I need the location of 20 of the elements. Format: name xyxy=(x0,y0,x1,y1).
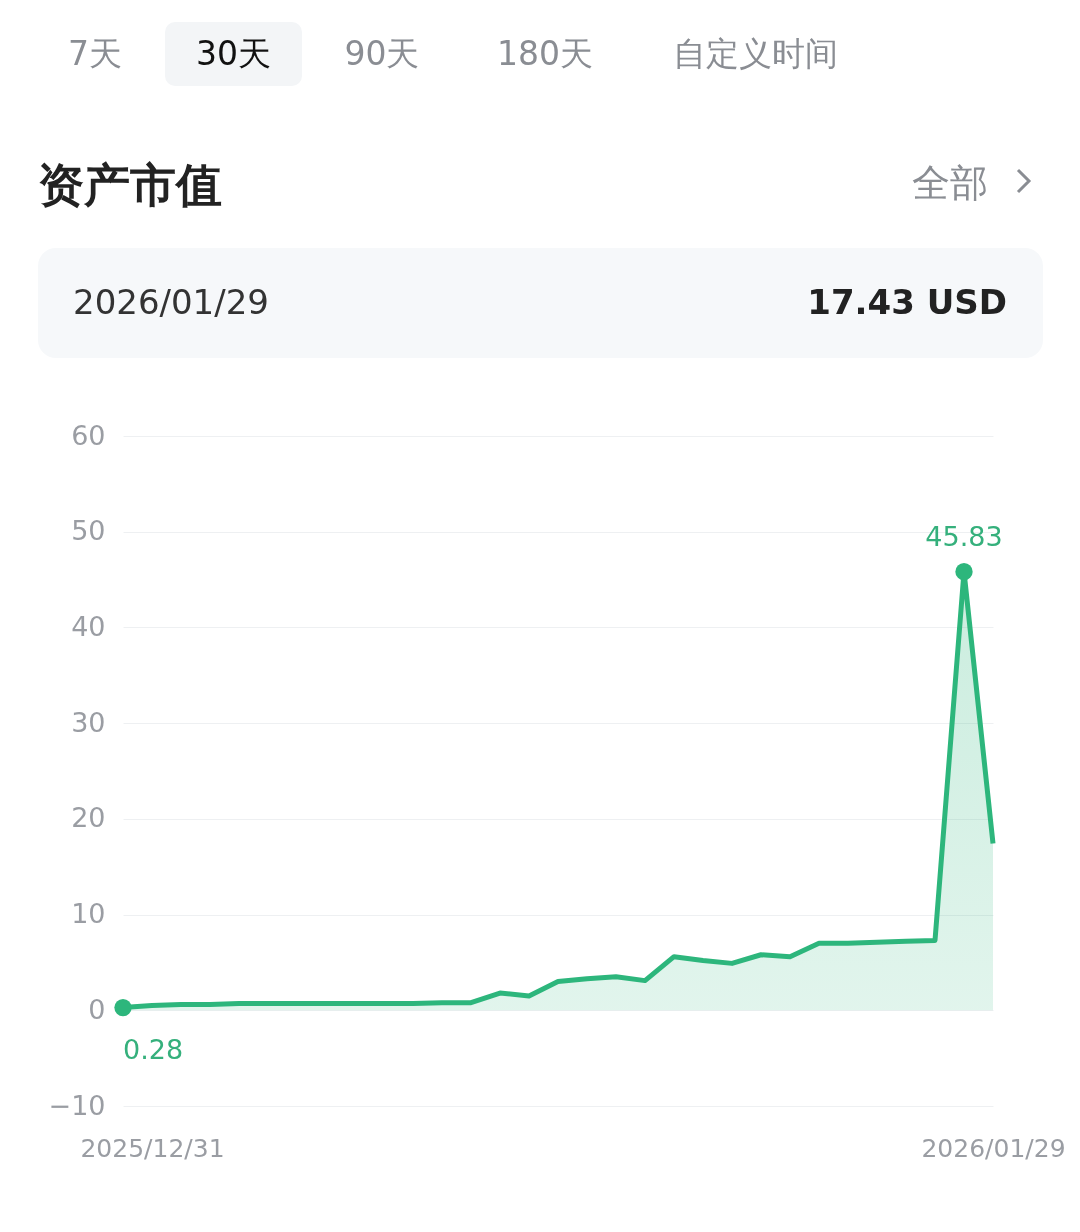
y-tick-label: 30 xyxy=(71,706,106,738)
text: 2026/01/29 xyxy=(73,282,269,322)
x-tick-label: 2025/12/31 xyxy=(80,1133,225,1163)
text: 180天 xyxy=(496,33,594,75)
y-tick-label: 10 xyxy=(71,898,106,930)
text: 全部 xyxy=(912,160,988,207)
text: 90天 xyxy=(343,33,421,75)
text: 17.43 USD xyxy=(807,282,1007,322)
text: 自定义时间 xyxy=(671,33,839,75)
data-label: 0.28 xyxy=(123,1033,184,1065)
y-tick-label: 60 xyxy=(71,419,106,451)
text: 30天 xyxy=(165,22,302,86)
y-tick-label: 40 xyxy=(71,610,106,642)
data-label: 45.83 xyxy=(925,520,1003,552)
chart-title: 资产市值 xyxy=(38,157,222,214)
y-tick-label: 0 xyxy=(88,993,106,1025)
y-tick-label: −10 xyxy=(48,1089,106,1121)
y-tick-label: 20 xyxy=(71,802,106,834)
y-tick-label: 50 xyxy=(71,515,106,547)
text: 7天 xyxy=(67,33,123,75)
